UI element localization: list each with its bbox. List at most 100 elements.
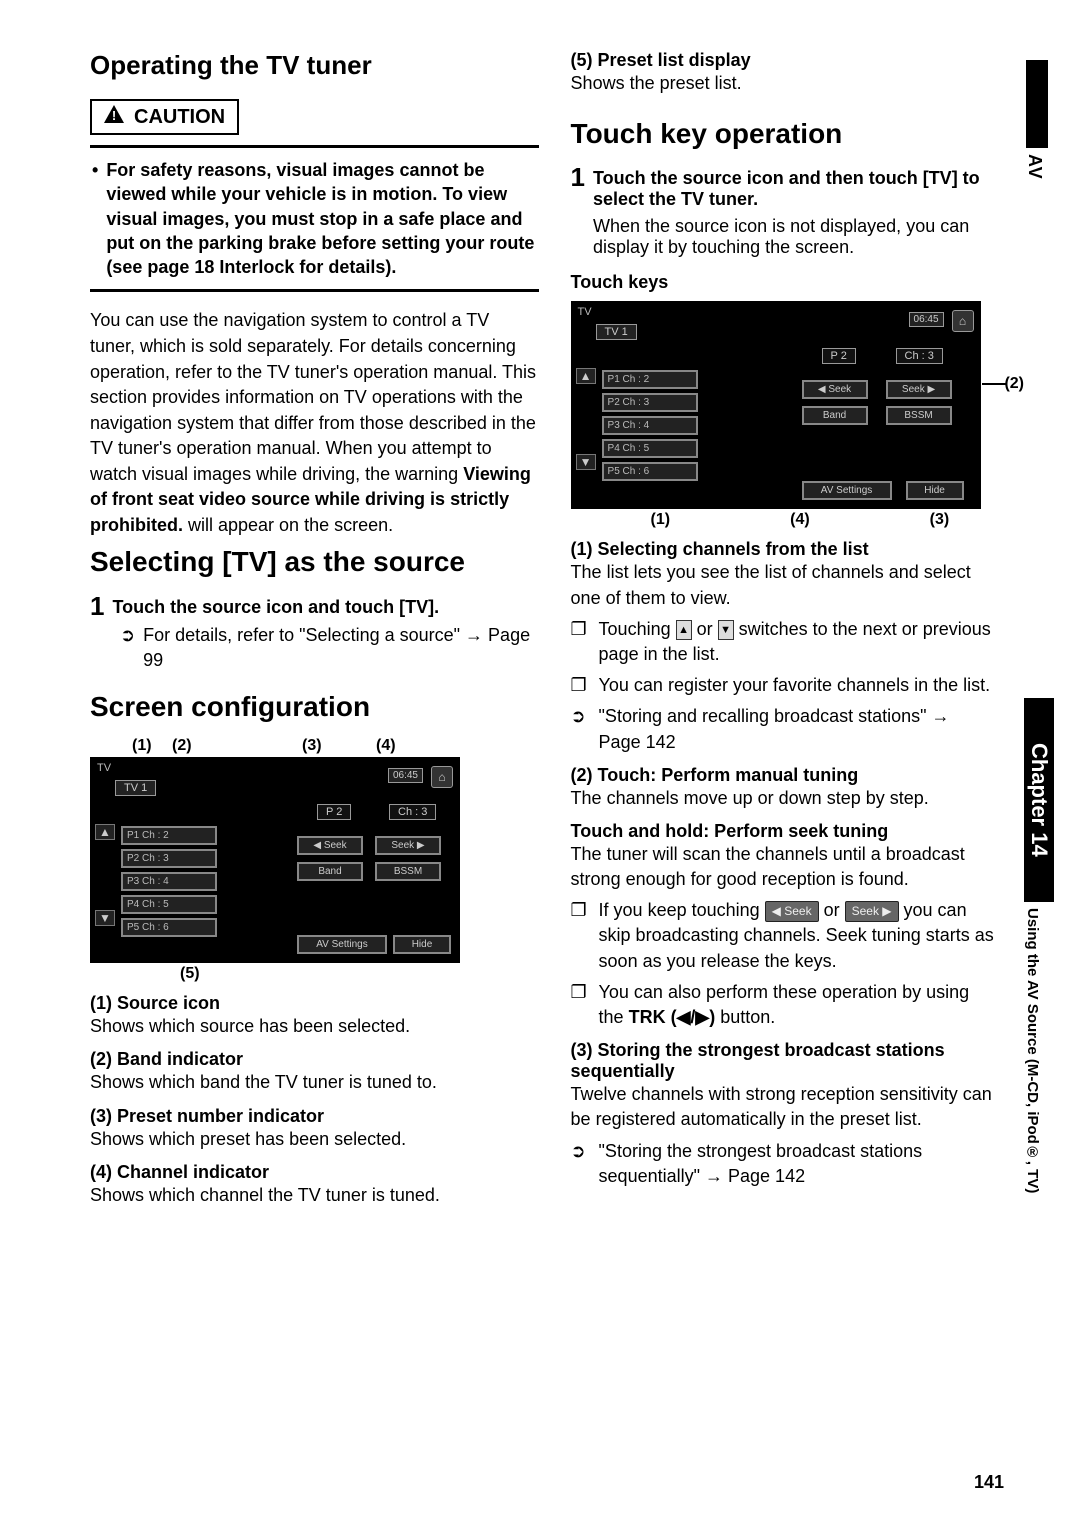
- shot-seek-right: Seek ▶: [886, 380, 952, 399]
- shot-home-icon: ⌂: [431, 766, 453, 788]
- shot-preset-list: P1 Ch : 2 P2 Ch : 3 P3 Ch : 4 P4 Ch : 5 …: [121, 826, 217, 941]
- right-step-1-body: When the source icon is not displayed, y…: [593, 212, 994, 258]
- chapter-label: Chapter 14: [1026, 743, 1052, 857]
- sec3-body: Twelve channels with strong reception se…: [571, 1082, 994, 1132]
- arrow-icon: →: [932, 706, 950, 726]
- sec1-item-2-text: You can register your favorite channels …: [599, 673, 994, 698]
- right-step-1: 1 Touch the source icon and then touch […: [571, 164, 994, 258]
- ref-icon: ➲: [120, 623, 135, 673]
- shot-home-icon: ⌂: [952, 310, 974, 332]
- def-3-title: (3) Preset number indicator: [90, 1106, 539, 1127]
- heading-select-tv: Selecting [TV] as the source: [90, 546, 539, 578]
- shot-scroll-arrows: ▲▼: [576, 368, 596, 470]
- step-1: 1 Touch the source icon and touch [TV].: [90, 593, 539, 619]
- shot-av-settings: AV Settings: [802, 481, 892, 500]
- callout-5: (5): [90, 965, 539, 983]
- shot-hide: Hide: [906, 481, 964, 500]
- callout-2-tag: (2): [1004, 375, 1024, 393]
- sec3-ref: ➲ "Storing the strongest broadcast stati…: [571, 1139, 994, 1189]
- side-tab-av: AV: [1024, 60, 1048, 180]
- step-1-title: Touch the source icon and touch [TV].: [112, 593, 439, 619]
- preset-row: P1 Ch : 2: [121, 826, 217, 845]
- sec2h-title: Touch and hold: Perform seek tuning: [571, 821, 994, 842]
- down-icon: ▼: [95, 910, 115, 926]
- callout-b3: (3): [930, 511, 950, 529]
- sec1-item-2: ❐ You can register your favorite channel…: [571, 673, 994, 698]
- shot-p2: P 2: [317, 804, 351, 820]
- heading-screen-config: Screen configuration: [90, 691, 539, 723]
- square-icon: ❐: [571, 673, 589, 698]
- shot-bssm: BSSM: [886, 406, 952, 425]
- page-down-icon: ▼: [718, 620, 734, 640]
- sec2-title: (2) Touch: Perform manual tuning: [571, 765, 994, 786]
- heading-touch-key: Touch key operation: [571, 118, 994, 150]
- callout-2-line: [982, 383, 1006, 385]
- shot-p2: P 2: [822, 348, 856, 364]
- preset-row: P3 Ch : 4: [602, 416, 698, 435]
- callouts-top: (1) (2) (3) (4): [90, 737, 539, 755]
- tv-screenshot-1: TV TV 1 06:45 ⌂ P 2 Ch : 3 ▲▼ P1 Ch : 2 …: [90, 757, 460, 963]
- callout-3: (3): [302, 737, 376, 755]
- right-column: (5) Preset list display Shows the preset…: [571, 50, 1020, 1212]
- seek-right-chip: Seek ▶: [845, 901, 899, 922]
- callout-b1: (1): [651, 511, 671, 529]
- shot-seek-right: Seek ▶: [375, 836, 441, 855]
- ref-icon: ➲: [571, 1139, 589, 1189]
- svg-text:!: !: [112, 108, 116, 123]
- intro-paragraph: You can use the navigation system to con…: [90, 308, 539, 538]
- step-number: 1: [90, 593, 104, 619]
- s2li2c: button.: [715, 1007, 775, 1027]
- def-2-body: Shows which band the TV tuner is tuned t…: [90, 1070, 539, 1095]
- callout-4: (4): [376, 737, 396, 755]
- right-step-1-title: Touch the source icon and then touch [TV…: [593, 164, 994, 210]
- s3refb: Page 142: [728, 1166, 805, 1186]
- caution-body: • For safety reasons, visual images cann…: [90, 145, 539, 292]
- sec3-title: (3) Storing the strongest broadcast stat…: [571, 1040, 994, 1082]
- def-3-body: Shows which preset has been selected.: [90, 1127, 539, 1152]
- sec1-item-1: ❐ Touching ▲ or ▼ switches to the next o…: [571, 617, 994, 667]
- sec1-ref-text: "Storing and recalling broadcast station…: [599, 704, 994, 754]
- caution-box: ! CAUTION: [90, 99, 539, 135]
- def-4-title: (4) Channel indicator: [90, 1162, 539, 1183]
- shot-band: Band: [297, 862, 363, 881]
- def-1-body: Shows which source has been selected.: [90, 1014, 539, 1039]
- shot-tv-label: TV: [578, 306, 592, 318]
- sec2h-body: The tuner will scan the channels until a…: [571, 842, 994, 892]
- shot-ch3: Ch : 3: [896, 348, 943, 364]
- shot-ch3: Ch : 3: [389, 804, 436, 820]
- shot-band: Band: [802, 406, 868, 425]
- def-5-title: (5) Preset list display: [571, 50, 994, 71]
- left-column: Operating the TV tuner ! CAUTION • For s…: [90, 50, 539, 1212]
- shot-seek-left: ◀ Seek: [297, 836, 363, 855]
- av-black-bar: [1026, 60, 1048, 148]
- shot-bssm: BSSM: [375, 862, 441, 881]
- sec2-body: The channels move up or down step by ste…: [571, 786, 994, 811]
- chapter-black-bar: Chapter 14: [1024, 698, 1054, 902]
- sec1-body: The list lets you see the list of channe…: [571, 560, 994, 610]
- callout-1: (1): [132, 737, 172, 755]
- shot-av-settings: AV Settings: [297, 935, 387, 954]
- page-up-icon: ▲: [676, 620, 692, 640]
- sec1-item-1-text: Touching ▲ or ▼ switches to the next or …: [599, 617, 994, 667]
- sec2-item-1-text: If you keep touching ◀ Seek or Seek ▶ yo…: [599, 898, 994, 974]
- warning-icon: !: [104, 105, 124, 129]
- bullet-icon: •: [92, 158, 98, 279]
- def-2-title: (2) Band indicator: [90, 1049, 539, 1070]
- callout-2: (2): [172, 737, 302, 755]
- screenshot-2-wrap: TV TV 1 06:45 ⌂ P 2 Ch : 3 ▲▼ P1 Ch : 2 …: [571, 301, 994, 529]
- intro-a: You can use the navigation system to con…: [90, 310, 536, 483]
- step1-ref-a: For details, refer to "Selecting a sourc…: [143, 625, 465, 645]
- tv-screenshot-2: TV TV 1 06:45 ⌂ P 2 Ch : 3 ▲▼ P1 Ch : 2 …: [571, 301, 981, 509]
- up-icon: ▲: [576, 368, 596, 384]
- def-5-body: Shows the preset list.: [571, 71, 994, 96]
- square-icon: ❐: [571, 617, 589, 667]
- side-tab-chapter: Chapter 14 Using the AV Source (M-CD, iP…: [1024, 698, 1054, 1193]
- shot-preset-list: P1 Ch : 2 P2 Ch : 3 P3 Ch : 4 P4 Ch : 5 …: [602, 370, 698, 485]
- arrow-icon: →: [465, 625, 488, 645]
- s1refa: "Storing and recalling broadcast station…: [599, 706, 932, 726]
- step-number: 1: [571, 164, 585, 258]
- av-label: AV: [1024, 154, 1045, 180]
- callouts-bottom-2: (1) (4) (3): [571, 511, 994, 529]
- shot-scroll-arrows: ▲▼: [95, 824, 115, 926]
- caution-text: For safety reasons, visual images cannot…: [106, 158, 536, 279]
